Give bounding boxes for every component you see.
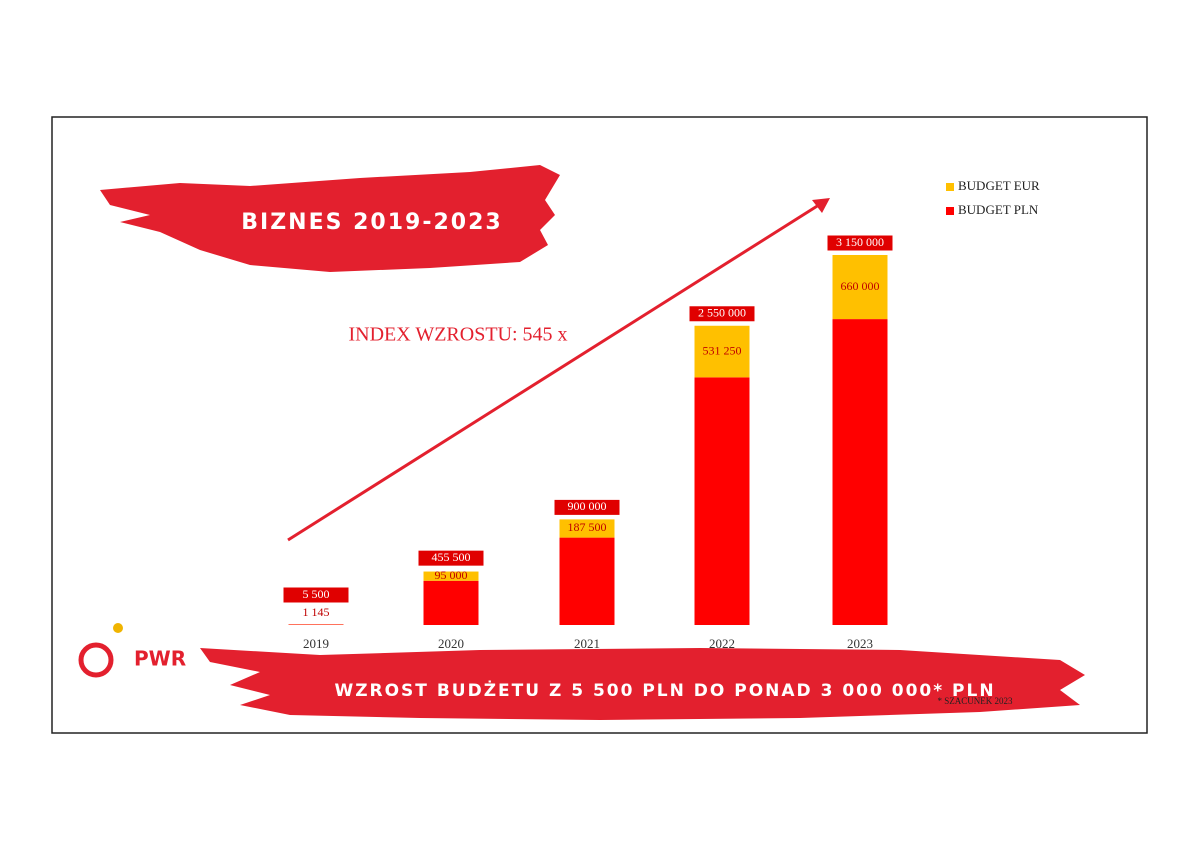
x-tick-label: 2019 — [303, 636, 329, 651]
bar-segment — [832, 319, 888, 625]
annotation: INDEX WZROSTU: 545 x — [348, 324, 567, 346]
value-label: 187 500 — [568, 520, 607, 534]
legend-label: BUDGET PLN — [958, 202, 1039, 217]
arrow-head — [812, 198, 830, 213]
chart-title: BIZNES 2019-2023 — [241, 210, 502, 235]
bar-segment — [694, 377, 750, 625]
x-tick-label: 2023 — [847, 636, 873, 651]
value-label: 660 000 — [841, 279, 880, 293]
logo-icon — [113, 623, 123, 633]
value-label-box — [282, 586, 350, 604]
value-label: 5 500 — [303, 587, 330, 601]
bar-segment — [423, 580, 479, 625]
bar-segment — [559, 519, 615, 538]
value-label-box — [826, 234, 894, 252]
value-label: 3 150 000 — [836, 235, 884, 249]
trend-arrow — [287, 201, 823, 542]
x-tick-label: 2021 — [574, 636, 600, 651]
legend-swatch — [946, 207, 954, 215]
bar-segment — [832, 255, 888, 320]
logo-icon — [78, 642, 114, 678]
footer-brush — [200, 648, 1085, 720]
value-label: 95 000 — [435, 568, 468, 582]
legend-swatch — [946, 183, 954, 191]
x-tick-label: 2020 — [438, 636, 464, 651]
value-label: 531 250 — [703, 343, 742, 357]
value-label: 1 145 — [303, 605, 330, 619]
footer-text: WZROST BUDŻETU Z 5 500 PLN DO PONAD 3 00… — [334, 679, 995, 701]
value-label: 455 500 — [432, 550, 471, 564]
x-tick-label: 2022 — [709, 636, 735, 651]
legend-label: BUDGET EUR — [958, 178, 1040, 193]
value-label-box — [553, 498, 621, 516]
value-label-box — [417, 549, 485, 567]
bar-segment — [423, 571, 479, 581]
bar-segment — [559, 537, 615, 625]
value-label: 900 000 — [568, 499, 607, 513]
value-label: 2 550 000 — [698, 306, 746, 320]
logo-text: PWR — [134, 647, 186, 671]
bar-segment — [694, 325, 750, 378]
title-brush — [100, 165, 560, 272]
bar-segment — [288, 624, 344, 625]
footnote: * SZACUNEK 2023 — [937, 696, 1013, 706]
value-label-box — [688, 305, 756, 323]
